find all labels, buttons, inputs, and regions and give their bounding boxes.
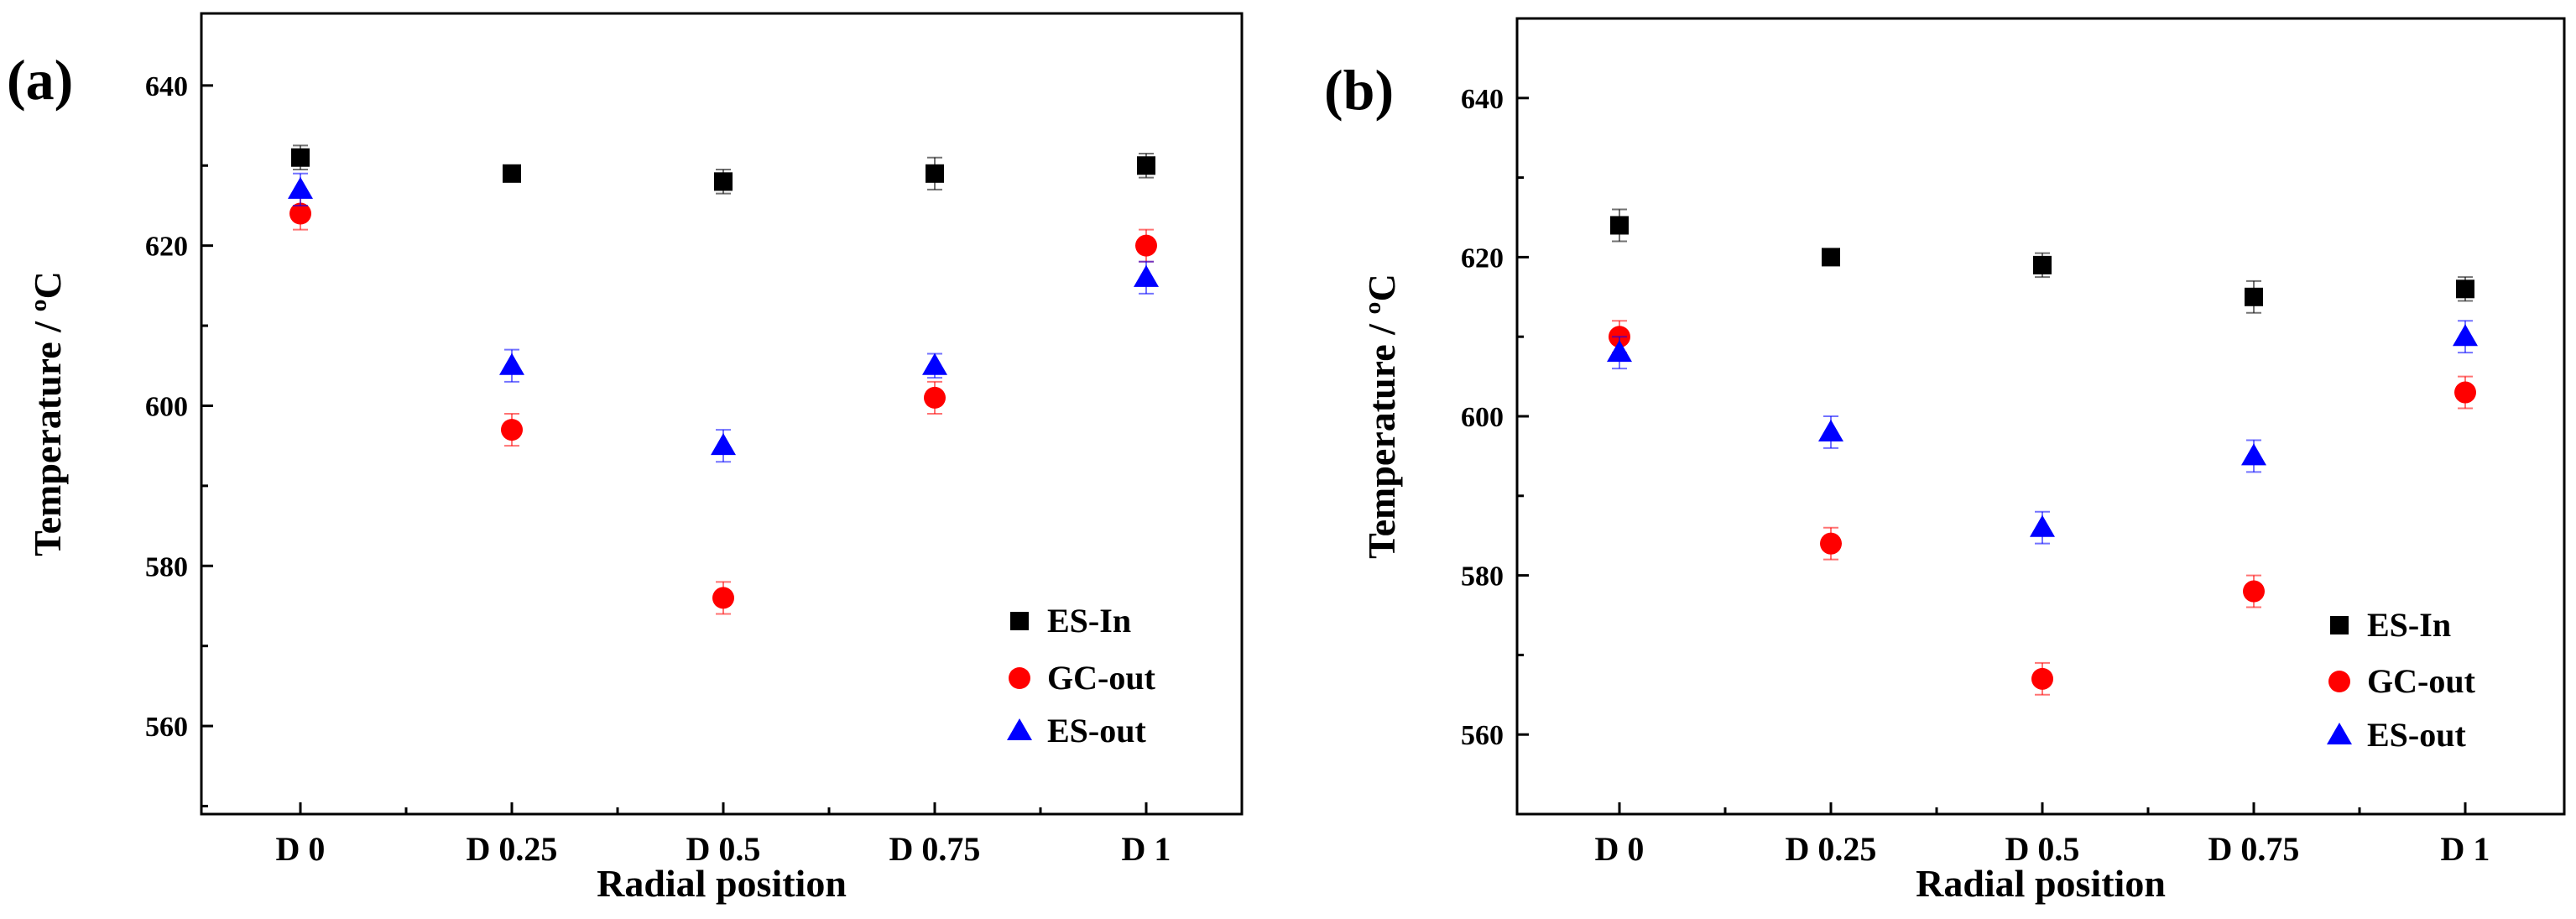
legend-marker-gc-out bbox=[1009, 667, 1030, 689]
point-es-out bbox=[711, 433, 736, 456]
x-tick-label: D 1 bbox=[2441, 830, 2490, 868]
legend-label: ES-In bbox=[1047, 602, 1131, 640]
y-tick-label: 640 bbox=[1461, 84, 1504, 115]
point-gc-out bbox=[2243, 580, 2265, 603]
legend-marker-es-out bbox=[1007, 718, 1032, 740]
y-tick-label: 580 bbox=[1461, 561, 1504, 593]
y-tick-label: 600 bbox=[145, 391, 188, 422]
y-tick-label: 640 bbox=[145, 71, 188, 102]
panel-label: (b) bbox=[1324, 58, 1394, 122]
point-gc-out bbox=[712, 587, 734, 609]
point-es-in bbox=[503, 164, 521, 183]
point-es-out bbox=[2241, 443, 2266, 466]
point-es-out bbox=[1607, 340, 1632, 363]
panel-label: (a) bbox=[7, 48, 73, 112]
x-tick-label: D 1 bbox=[1122, 830, 1171, 868]
legend-label: GC-out bbox=[2367, 662, 2476, 700]
legend-marker-es-out bbox=[2327, 723, 2352, 744]
x-tick-label: D 0 bbox=[276, 830, 326, 868]
y-tick-label: 620 bbox=[1461, 243, 1504, 274]
point-gc-out bbox=[1135, 234, 1157, 257]
point-es-in bbox=[926, 164, 944, 183]
x-axis-title: Radial position bbox=[597, 862, 847, 905]
point-es-out bbox=[922, 352, 947, 375]
x-tick-label: D 0 bbox=[1595, 830, 1645, 868]
x-tick-label: D 0.75 bbox=[2208, 830, 2300, 868]
point-gc-out bbox=[501, 419, 523, 441]
point-gc-out bbox=[924, 386, 946, 409]
x-axis-title: Radial position bbox=[1916, 862, 2166, 905]
y-tick-label: 560 bbox=[1461, 720, 1504, 751]
x-tick-label: D 0.25 bbox=[1786, 830, 1877, 868]
y-tick-label: 580 bbox=[145, 551, 188, 582]
y-axis-title: Temperature / ºC bbox=[26, 271, 69, 556]
point-gc-out bbox=[289, 202, 311, 225]
point-es-in bbox=[291, 148, 310, 167]
point-es-out bbox=[1818, 419, 1843, 441]
point-gc-out bbox=[1820, 532, 1842, 555]
point-es-out bbox=[499, 352, 524, 375]
point-gc-out bbox=[2031, 667, 2053, 690]
x-tick-label: D 0.75 bbox=[889, 830, 981, 868]
y-tick-label: 620 bbox=[145, 232, 188, 263]
point-es-out bbox=[2030, 514, 2055, 537]
point-es-out bbox=[288, 176, 313, 199]
x-tick-label: D 0.5 bbox=[2005, 830, 2080, 868]
panel-a: 560 580 600 620 640 D 0 D 0.25 D 0.5 D 0.75 D 1 Ra… bbox=[7, 12, 1244, 905]
point-es-in bbox=[2245, 287, 2263, 306]
plot-frame bbox=[200, 12, 1244, 816]
y-tick-label: 600 bbox=[1461, 402, 1504, 433]
legend-label: ES-out bbox=[1047, 712, 1146, 749]
point-es-in bbox=[1822, 248, 1840, 267]
legend-label: GC-out bbox=[1047, 659, 1156, 697]
point-es-out bbox=[1134, 264, 1159, 287]
panel-b: 560 580 600 620 640 D 0 D 0.25 D 0.5 D 0.75 D 1 Ra… bbox=[1324, 17, 2566, 905]
legend-label: ES-out bbox=[2367, 716, 2466, 754]
y-tick-label: 560 bbox=[145, 712, 188, 743]
point-es-in bbox=[1610, 216, 1629, 235]
point-es-in bbox=[714, 172, 733, 191]
x-tick-label: D 0.25 bbox=[467, 830, 558, 868]
point-gc-out bbox=[2454, 381, 2476, 404]
point-es-in bbox=[2033, 255, 2052, 274]
y-axis-title: Temperature / ºC bbox=[1360, 274, 1403, 559]
legend-marker-gc-out bbox=[2328, 671, 2350, 692]
point-es-out bbox=[2453, 324, 2478, 347]
point-es-in bbox=[1137, 156, 1155, 175]
point-es-in bbox=[2456, 279, 2474, 299]
legend-marker-es-in bbox=[2330, 616, 2349, 634]
legend-marker-es-in bbox=[1010, 612, 1029, 630]
legend-label: ES-In bbox=[2367, 606, 2451, 644]
x-tick-label: D 0.5 bbox=[686, 830, 761, 868]
